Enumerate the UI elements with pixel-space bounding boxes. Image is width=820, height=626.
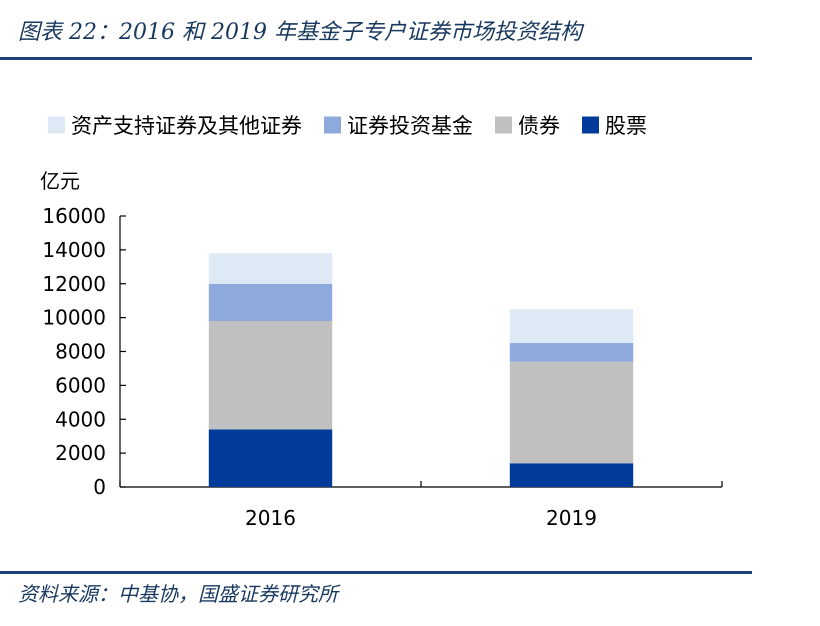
bar-segment-2019-series-1: [509, 361, 634, 464]
x-tick-label: 2016: [245, 506, 296, 530]
y-tick-label: 0: [93, 475, 106, 499]
bar-segment-2016-series-2: [208, 283, 333, 322]
y-tick-label: 4000: [55, 407, 106, 431]
legend-swatch-series-1: [495, 116, 512, 134]
legend-swatch-series-0: [582, 116, 599, 134]
chart-legend: 资产支持证券及其他证券 证券投资基金 债券 股票: [48, 114, 647, 138]
legend-swatch-series-2: [324, 116, 341, 134]
legend-label-series-2: 证券投资基金: [347, 114, 473, 138]
top-divider: [0, 57, 752, 60]
x-axis: 2016 2019: [119, 481, 723, 530]
y-tick-label: 14000: [42, 238, 106, 262]
bar-segment-2016-series-3: [208, 253, 333, 284]
y-axis-unit-label: 亿元: [40, 169, 80, 193]
figure-title: 图表 22：2016 和 2019 年基金子专户证券市场投资结构: [18, 20, 582, 45]
y-tick-label: 8000: [55, 340, 106, 364]
legend-label-series-0: 股票: [605, 114, 647, 138]
y-tick-label: 12000: [42, 272, 106, 296]
bar-segment-2016-series-1: [208, 321, 333, 430]
legend-label-series-3: 资产支持证券及其他证券: [71, 114, 302, 138]
bar-stacks: [208, 253, 634, 487]
bar-segment-2019-series-3: [509, 309, 634, 344]
y-tick-label: 16000: [42, 204, 106, 228]
legend-label-series-1: 债券: [518, 114, 560, 138]
legend-swatch-series-3: [48, 116, 65, 134]
x-tick-label: 2019: [546, 506, 597, 530]
source-note: 资料来源：中基协，国盛证券研究所: [18, 582, 338, 606]
bottom-divider: [0, 571, 752, 574]
bar-segment-2016-series-0: [208, 429, 333, 487]
stacked-bar-chart: 资产支持证券及其他证券 证券投资基金 债券 股票 亿元 0 2000 4000 6000 80…: [40, 114, 723, 530]
y-axis: 0 2000 4000 6000 8000 10000 12000 14000 16000: [42, 204, 126, 499]
y-tick-label: 2000: [55, 441, 106, 465]
bar-segment-2019-series-0: [509, 463, 634, 487]
y-tick-label: 10000: [42, 306, 106, 330]
y-tick-label: 6000: [55, 373, 106, 397]
bar-segment-2019-series-2: [509, 343, 634, 362]
